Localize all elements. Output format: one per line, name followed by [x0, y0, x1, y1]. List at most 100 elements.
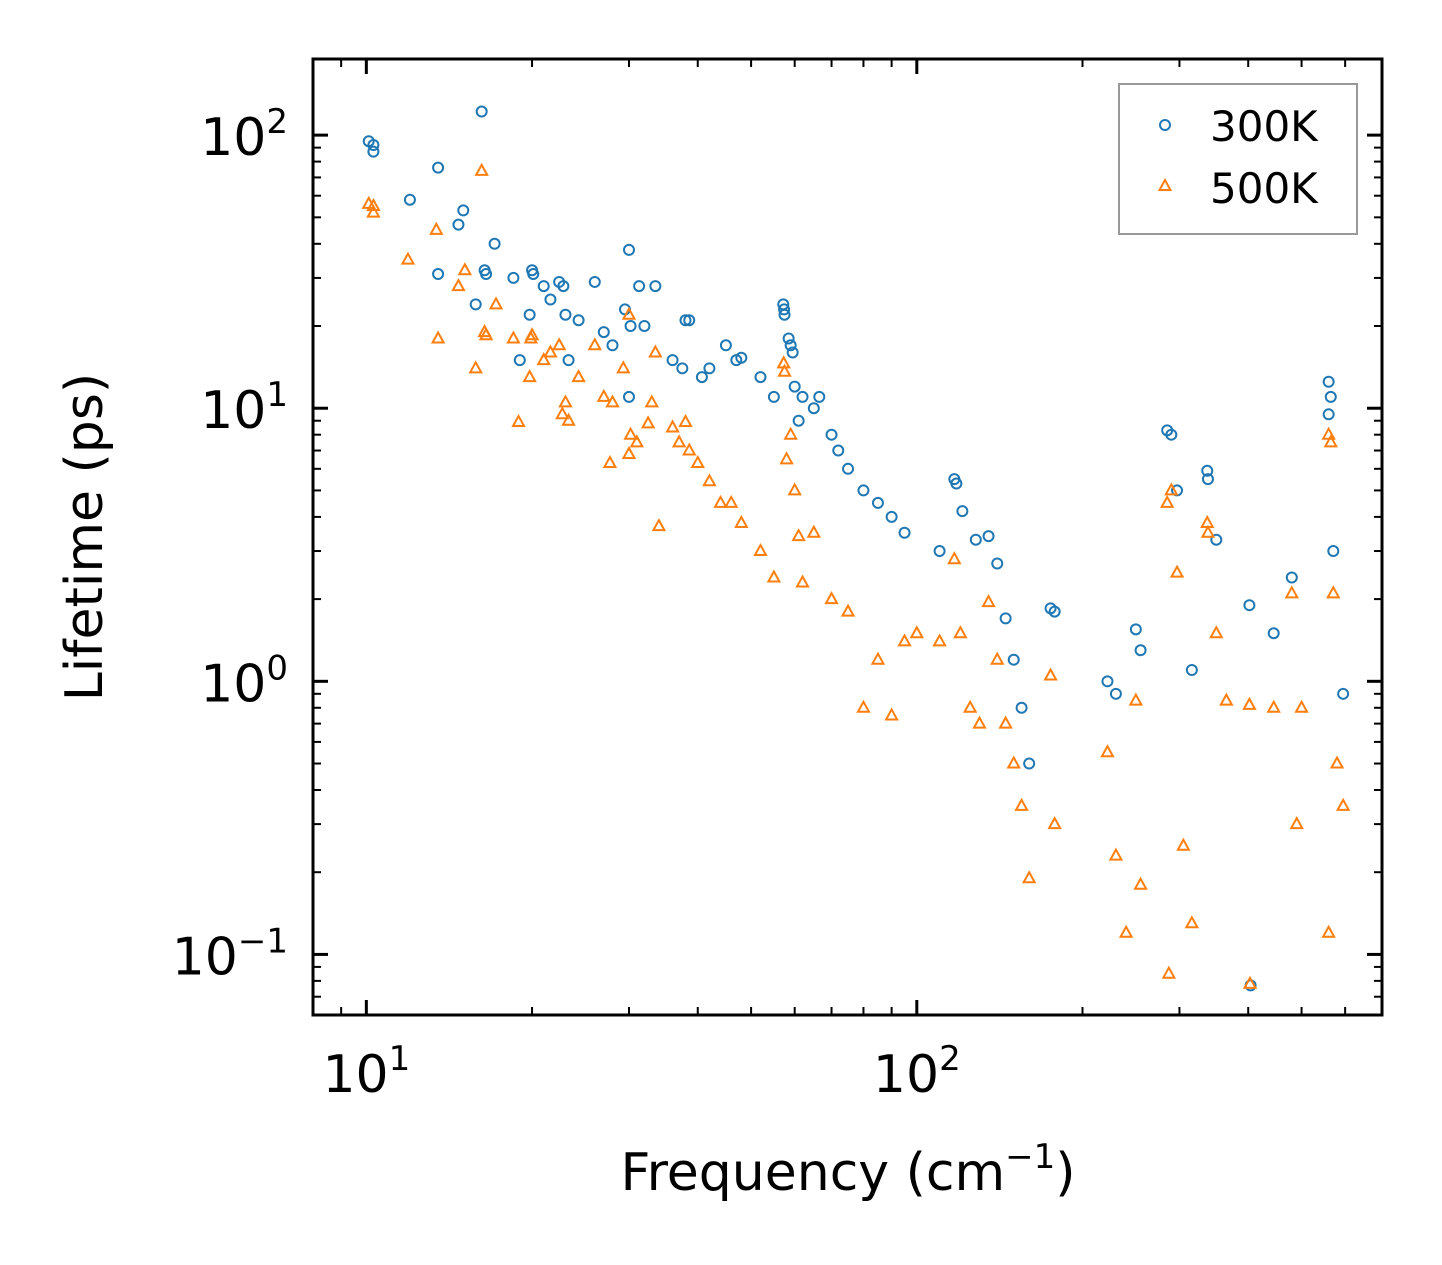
y-tick-label: 102	[200, 102, 288, 168]
data-point-300k	[832, 444, 845, 457]
legend-marker-300k	[1159, 119, 1171, 131]
data-point-300k	[457, 204, 470, 217]
data-point-300k	[1048, 605, 1061, 618]
data-point-500k	[366, 204, 381, 218]
data-point-500k	[602, 454, 618, 469]
data-point-500k	[702, 473, 717, 487]
data-point-500k	[1209, 625, 1224, 639]
data-point-500k	[571, 369, 586, 383]
data-point-300k	[1267, 627, 1280, 640]
data-point-300k	[676, 362, 689, 375]
data-point-500k	[690, 454, 705, 469]
data-point-500k	[524, 327, 540, 341]
data-point-300k	[1243, 599, 1256, 612]
data-point-300k	[796, 390, 809, 403]
legend-box	[1118, 83, 1358, 235]
data-point-500k	[1118, 924, 1134, 938]
data-point-300k	[982, 530, 995, 543]
data-point-500k	[616, 360, 631, 374]
data-point-500k	[1164, 482, 1179, 496]
data-point-500k	[990, 651, 1005, 665]
data-point-500k	[856, 699, 871, 713]
data-point-500k	[400, 251, 416, 265]
data-point-500k	[1242, 696, 1257, 710]
data-point-500k	[1200, 514, 1215, 528]
data-point-500k	[1289, 816, 1304, 830]
data-point-300k	[513, 354, 526, 367]
data-point-500k	[1323, 434, 1338, 448]
data-point-500k	[587, 337, 602, 351]
data-point-300k	[778, 308, 791, 321]
data-point-500k	[1128, 692, 1144, 706]
data-point-300k	[606, 339, 619, 352]
data-point-500k	[1219, 692, 1234, 706]
data-point-500k	[457, 262, 473, 276]
data-points	[361, 105, 1351, 992]
legend-marker-500k	[1157, 177, 1173, 191]
plot-frame	[311, 57, 1384, 1017]
data-point-500k	[1108, 847, 1124, 861]
data-point-500k	[621, 445, 637, 459]
data-point-500k	[981, 594, 996, 608]
data-point-300k	[969, 533, 982, 546]
data-point-300k	[695, 371, 708, 384]
data-point-300k	[1201, 473, 1214, 486]
data-point-500k	[734, 514, 749, 528]
data-point-300k	[1109, 687, 1122, 700]
data-point-500k	[870, 651, 886, 665]
data-point-500k	[884, 707, 899, 721]
data-point-300k	[784, 339, 797, 352]
legend: 300K 500K	[1118, 83, 1358, 235]
series-500k	[361, 162, 1351, 989]
data-point-300k	[679, 314, 692, 327]
data-point-300k	[792, 414, 805, 427]
data-point-300k	[1023, 757, 1036, 770]
data-point-500k	[1321, 426, 1336, 440]
data-point-500k	[648, 344, 663, 358]
data-point-500k	[1014, 797, 1029, 811]
data-point-500k	[791, 528, 806, 542]
data-point-300k	[1134, 644, 1147, 657]
data-point-500k	[947, 551, 962, 565]
data-point-500k	[671, 434, 687, 448]
data-point-300k	[452, 218, 465, 231]
data-point-500k	[429, 221, 444, 235]
data-point-300k	[1101, 675, 1114, 688]
data-point-500k	[430, 330, 446, 344]
data-point-500k	[1326, 585, 1341, 599]
data-point-500k	[1021, 870, 1037, 884]
data-point-500k	[1335, 797, 1351, 811]
data-point-500k	[1329, 755, 1345, 769]
data-point-500k	[897, 633, 912, 647]
data-point-500k	[1294, 699, 1309, 713]
data-point-300k	[1201, 464, 1214, 477]
data-point-500k	[536, 352, 551, 366]
x-axis-label: Frequency (cm−1)	[620, 1137, 1075, 1203]
data-point-300k	[480, 268, 493, 281]
data-point-300k	[527, 268, 540, 281]
data-point-500k	[777, 363, 792, 377]
data-point-300k	[488, 237, 501, 250]
data-point-300k	[786, 346, 799, 359]
data-point-500k	[621, 306, 637, 320]
data-point-300k	[507, 271, 520, 284]
data-point-500k	[478, 327, 494, 341]
data-point-500k	[824, 591, 839, 605]
data-point-500k	[723, 494, 739, 508]
data-point-300k	[1007, 653, 1020, 666]
data-point-300k	[754, 371, 767, 384]
y-tick-label: 100	[200, 648, 288, 714]
data-point-500k	[605, 394, 620, 408]
data-point-300k	[782, 332, 795, 345]
data-point-300k	[735, 351, 748, 364]
data-point-500k	[543, 344, 558, 358]
data-point-300k	[999, 612, 1012, 625]
data-point-300k	[991, 557, 1004, 570]
data-point-300k	[572, 314, 585, 327]
data-point-300k	[633, 280, 646, 293]
data-point-300k	[557, 280, 570, 293]
legend-label-300k: 300K	[1210, 102, 1319, 151]
x-tick-label: 102	[873, 1039, 961, 1105]
data-point-500k	[806, 524, 822, 538]
